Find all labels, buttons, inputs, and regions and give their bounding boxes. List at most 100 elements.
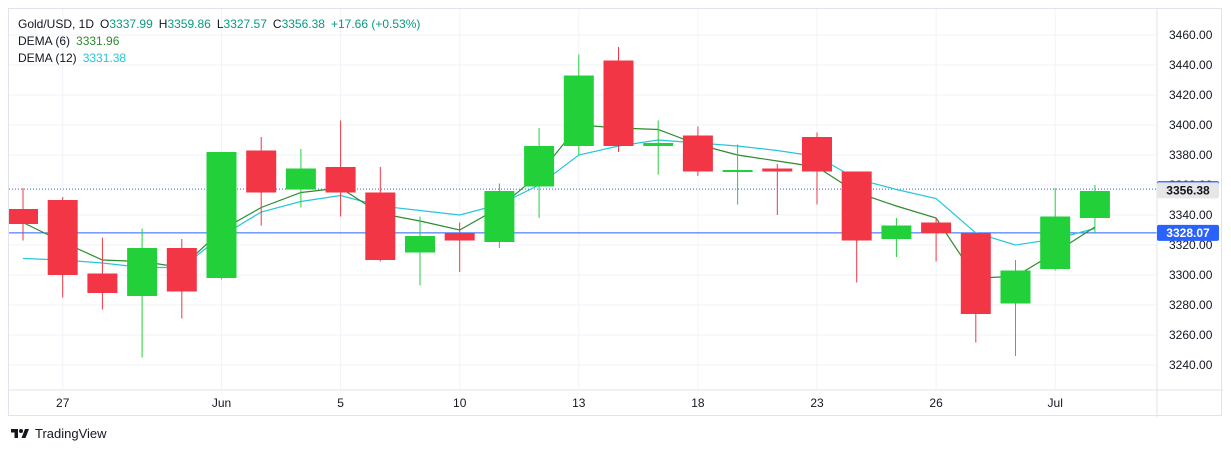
legend-dema12-row[interactable]: DEMA (12) 3331.38 [18,50,420,67]
dema12-layer [22,139,1096,269]
high-value: 3359.86 [167,17,211,31]
candles-layer [9,47,1110,358]
candle-body [405,236,435,253]
time-tick-label: 5 [337,396,344,410]
dema6-label: DEMA (6) [18,34,71,48]
legend-symbol[interactable]: Gold/USD, 1D [18,17,95,31]
price-tick-label: 3440.00 [1169,58,1213,72]
candle-body [444,233,475,241]
price-tick-label: 3380.00 [1169,148,1213,162]
candle [1079,185,1110,233]
candle-body [603,60,634,146]
candle-body [166,248,197,292]
candle [1040,188,1071,271]
price-tick-label: 3400.00 [1169,118,1213,132]
legend-dema6-row[interactable]: DEMA (6) 3331.96 [18,33,420,50]
candle [87,237,118,310]
dema12-price-tag-bg [1157,224,1219,241]
candle-body [841,171,872,241]
low-value: 3327.57 [223,17,267,31]
legend-open: O3337.99 [100,16,153,33]
candle [9,188,38,241]
price-tick-label: 3280.00 [1169,298,1213,312]
high-label: H [158,17,168,31]
chart-legend: Gold/USD, 1D O3337.99 H3359.86 L3327.57 … [18,16,420,67]
dema12-line [22,139,1096,269]
price-tick-label: 3300.00 [1169,268,1213,282]
price-tick-label: 3240.00 [1169,358,1213,372]
candle [524,128,555,218]
close-price-tag-bg [1157,182,1219,199]
candle-body [802,137,832,172]
candle-body [1000,270,1031,304]
dema12-value: 3331.38 [82,51,127,65]
time-tick-label: 26 [929,396,943,410]
close-price-tag: 3356.38 [1157,182,1219,199]
time-tick-label: Jun [212,396,231,410]
price-axis[interactable]: 3240.00 3260.00 3280.00 3300.00 3320.00 3340.… [1169,28,1213,372]
open-label: O [100,17,110,31]
candle [444,222,475,272]
price-tick-label: 3320.00 [1169,238,1213,252]
candle [285,149,316,208]
candle-body [1079,191,1110,218]
candle-body [881,225,912,239]
candle [841,171,872,283]
candle [802,132,832,205]
candle-body [1040,216,1071,269]
candle-body [762,168,793,172]
dema12-label: DEMA (12) [18,51,77,65]
dema12-price-tag: 3328.07 [1157,224,1219,241]
time-axis[interactable]: 27 Jun 5 10 13 18 23 26 Jul [56,396,1063,410]
candlestick-chart[interactable]: 3240.00 3260.00 3280.00 3300.00 3320.00 3340.… [9,9,1223,417]
tradingview-brand[interactable]: TradingView [10,426,107,441]
candle-body [127,248,158,296]
legend-ohlc-row: Gold/USD, 1D O3337.99 H3359.86 L3327.57 … [18,16,420,33]
price-tick-label: 3260.00 [1169,328,1213,342]
time-tick-label: 13 [572,396,586,410]
legend-low: L3327.57 [217,16,267,33]
close-price-tag-label: 3356.38 [1166,183,1210,197]
candle-body [563,75,594,146]
time-tick-label: 23 [810,396,824,410]
low-label: L [216,17,224,31]
close-label: C [272,17,282,31]
candle [682,126,713,176]
candle [206,152,237,280]
candle [47,197,78,298]
chart-frame[interactable]: 3240.00 3260.00 3280.00 3300.00 3320.00 3340.… [8,8,1223,417]
candle [960,233,991,343]
dema6-layer [22,124,1096,279]
candle [921,218,952,262]
candle-body [921,222,952,233]
dema6-value: 3331.96 [76,34,120,48]
candle [762,164,793,215]
candle-body [206,152,237,278]
candle-body [960,233,991,314]
candle [563,54,594,155]
candle-body [524,146,555,187]
price-tick-label: 3420.00 [1169,88,1213,102]
price-tick-label: 3460.00 [1169,28,1213,42]
brand-name: TradingView [35,426,107,441]
price-lines [9,188,1157,234]
candle [405,216,435,286]
candle [127,228,158,358]
candle-body [484,191,515,242]
legend-high: H3359.86 [159,16,211,33]
change-value: +17.66 (+0.53%) [330,17,421,31]
candle-body [246,150,277,193]
candle [246,137,277,226]
price-tick-label: 3340.00 [1169,208,1213,222]
time-tick-label: 10 [453,396,467,410]
time-tick-label: 27 [56,396,70,410]
dema12-price-tag-label: 3328.07 [1166,226,1210,240]
dema6-line [22,124,1096,279]
close-value: 3356.38 [281,17,325,31]
candle-body [682,135,713,172]
candle-body [47,200,78,275]
legend-close: C3356.38 [273,16,325,33]
candle [881,218,912,257]
candle-body [722,170,753,172]
